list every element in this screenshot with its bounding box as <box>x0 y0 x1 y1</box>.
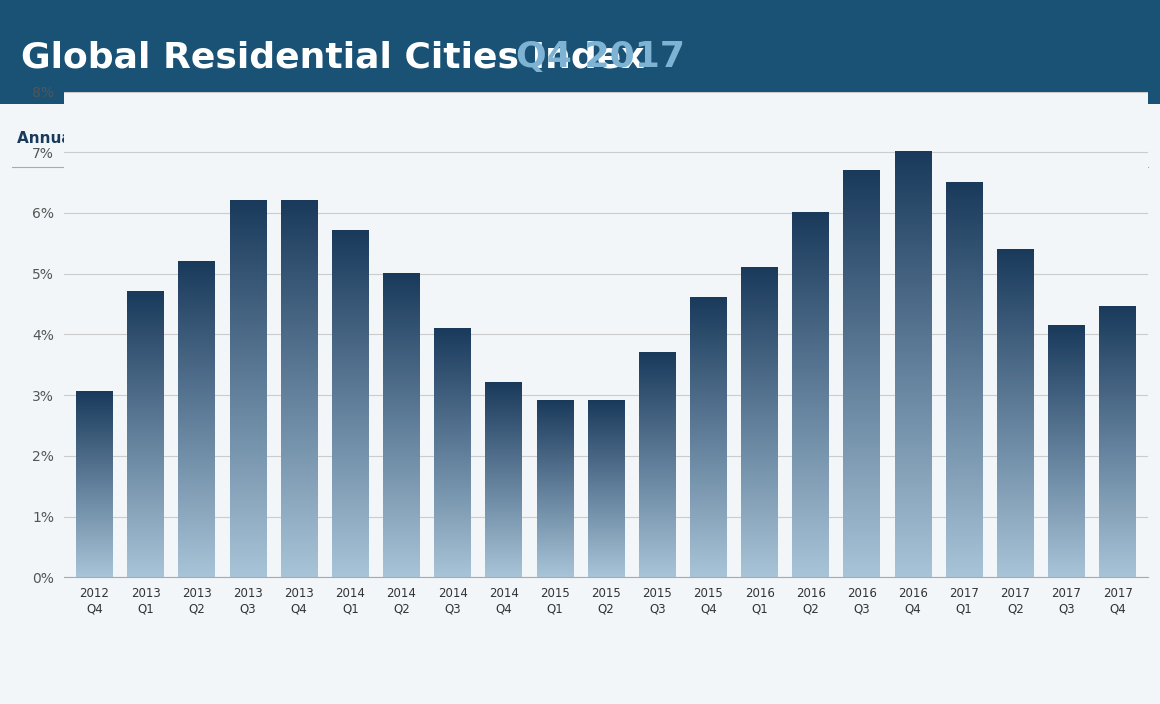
Text: Annual performance over the last five years: Annual performance over the last five ye… <box>17 131 397 146</box>
Text: Global Residential Cities Index: Global Residential Cities Index <box>21 40 657 75</box>
Text: 12-month % change: 12-month % change <box>435 131 600 146</box>
Text: Q4 2017: Q4 2017 <box>516 40 686 75</box>
